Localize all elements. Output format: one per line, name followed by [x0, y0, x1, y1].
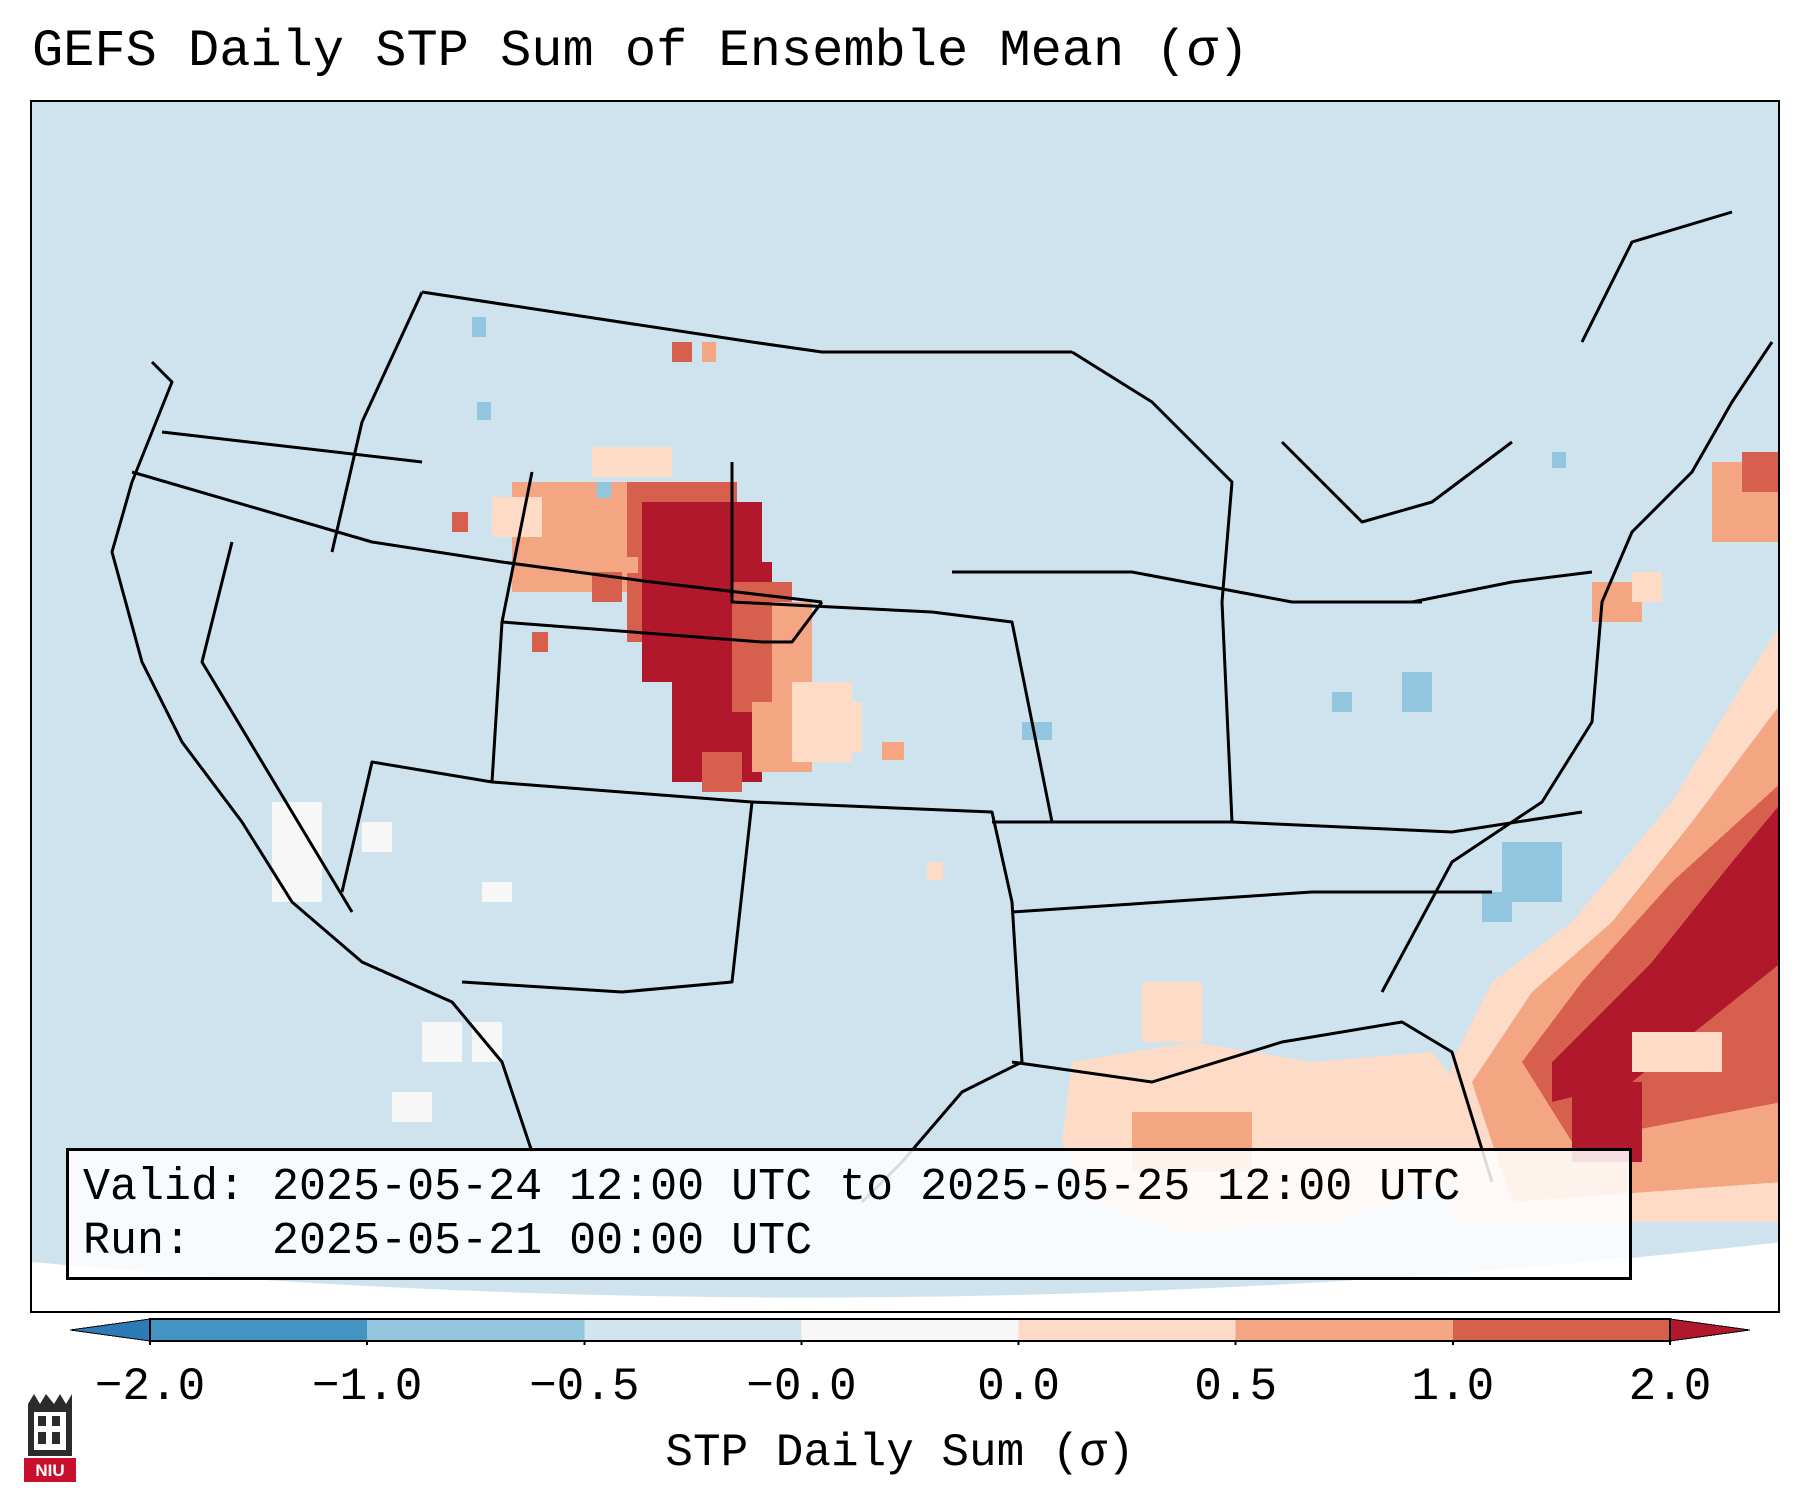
colorbar-cell — [1235, 1319, 1453, 1341]
colorbar-tick-label: 2.0 — [1628, 1361, 1712, 1413]
gulf-coastline — [1011, 1020, 1494, 1183]
colorbar-cell — [150, 1319, 368, 1341]
border-mississippi — [1220, 601, 1234, 823]
border-pa-ny — [1411, 570, 1593, 604]
atlantic-anomaly — [1452, 452, 1778, 1222]
border-wy — [500, 471, 824, 644]
negative-anomaly — [472, 317, 1566, 922]
atlantic-coastline — [1380, 341, 1774, 993]
border-great-lakes — [1071, 350, 1234, 603]
logo-text: NIU — [35, 1461, 64, 1480]
colorbar-cell — [584, 1319, 802, 1341]
border-south — [992, 810, 1583, 834]
boundaries — [110, 210, 1774, 1204]
lakes-michigan-huron — [1280, 440, 1513, 524]
colorbar-label: STP Daily Sum (σ) — [665, 1427, 1135, 1479]
colorbar-cell — [367, 1319, 585, 1341]
colorbar-tick-label: −1.0 — [311, 1361, 423, 1413]
border-gulf-states — [1011, 890, 1492, 914]
colorbar-extend-high — [1669, 1318, 1750, 1342]
colorbar — [70, 1318, 1750, 1345]
logo-badge — [24, 1458, 76, 1482]
valid-row: Valid: 2025-05-24 12:00 UTC to 2025-05-2… — [83, 1161, 1615, 1215]
out-of-domain-area — [32, 1242, 1778, 1311]
colorbar-tick-label: −0.0 — [746, 1361, 857, 1413]
valid-label: Valid: — [83, 1162, 246, 1213]
border-mt-canada — [421, 290, 753, 344]
map-panel — [30, 100, 1780, 1313]
niu-logo: NIU — [24, 1394, 76, 1482]
colorbar-tick-label: 0.0 — [977, 1361, 1060, 1413]
run-value: 2025-05-21 00:00 UTC — [272, 1216, 813, 1267]
run-row: Run: 2025-05-21 00:00 UTC — [83, 1215, 1615, 1269]
colorbar-cell — [801, 1319, 1019, 1341]
border-nm-az — [461, 780, 754, 994]
pacific-coastline — [110, 360, 534, 1153]
colorbar-cell — [1018, 1319, 1236, 1341]
map-canvas — [32, 102, 1778, 1311]
colorbar-tick-label: 1.0 — [1411, 1361, 1495, 1413]
valid-value: 2025-05-24 12:00 UTC to 2025-05-25 12:00… — [272, 1162, 1461, 1213]
border-nd-canada — [751, 340, 1072, 354]
border-new-england — [1580, 210, 1733, 343]
border-midwest — [952, 570, 1422, 604]
run-label: Run: — [83, 1216, 192, 1267]
border-wa-or — [161, 430, 423, 464]
colorbar-tick-label: −2.0 — [94, 1361, 206, 1413]
colorbar-frame — [149, 1318, 1671, 1342]
border-northwest — [131, 470, 823, 604]
border-id — [330, 291, 424, 553]
colorbar-tick-label: 0.5 — [1194, 1361, 1278, 1413]
plains-anomaly — [452, 342, 943, 880]
validity-info-box: Valid: 2025-05-24 12:00 UTC to 2025-05-2… — [66, 1148, 1632, 1280]
border-plains — [730, 462, 1054, 823]
colorbar-extend-low — [70, 1318, 151, 1342]
border-ca-nv — [200, 541, 354, 913]
colorbar-tick-label: −0.5 — [529, 1361, 640, 1413]
chart-title: GEFS Daily STP Sum of Ensemble Mean (σ) — [32, 22, 1249, 81]
colorbar-cell — [1452, 1319, 1670, 1341]
border-ut — [340, 621, 504, 893]
